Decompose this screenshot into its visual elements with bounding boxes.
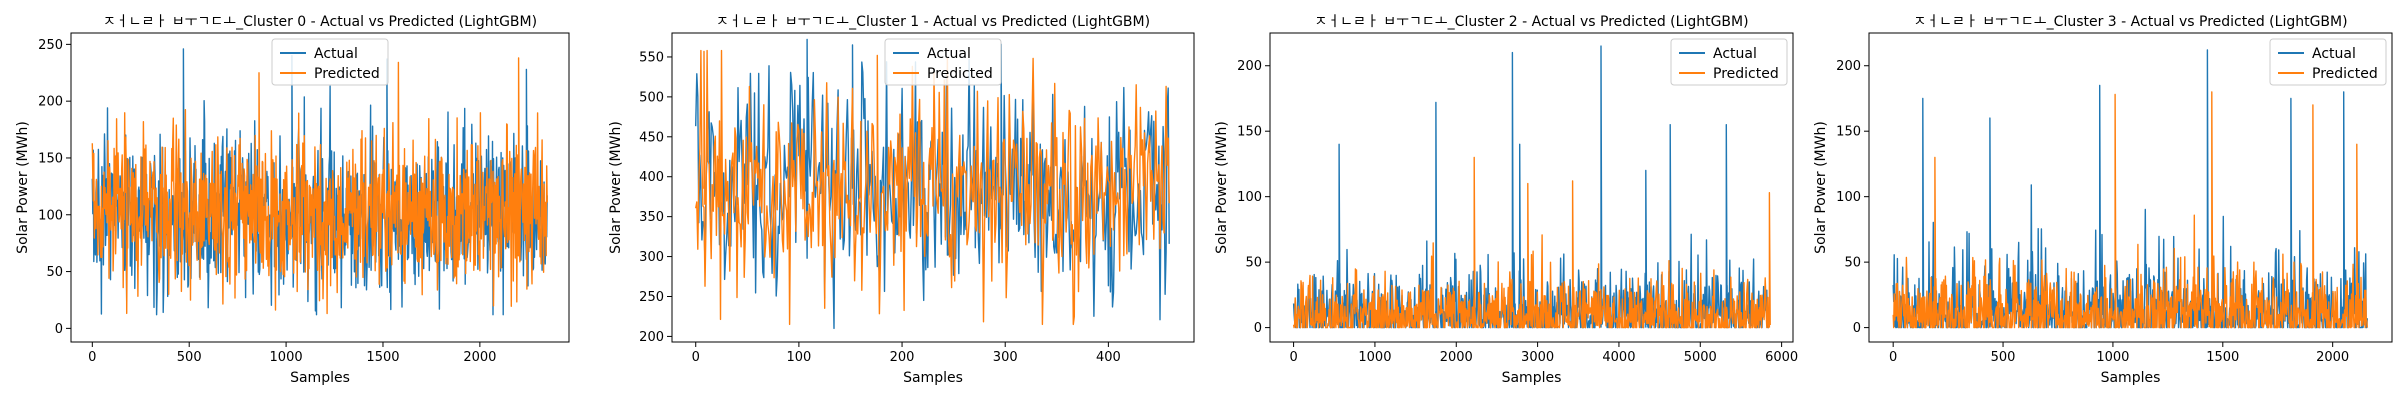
x-tick-label: 2000 (2316, 350, 2349, 365)
chart-panel-1: ㅈㅓㄴㄹㅏ ㅂㅜㄱㄷㅗ_Cluster 1 - Actual vs Predic… (608, 14, 1195, 386)
y-tick-label: 100 (1836, 190, 1861, 205)
plot-area (1892, 49, 2368, 329)
y-tick-label: 250 (639, 290, 664, 305)
y-tick-label: 100 (1237, 190, 1262, 205)
axes-frame (1868, 32, 2393, 343)
y-tick-label: 200 (38, 95, 63, 110)
y-tick-label: 250 (38, 38, 63, 53)
legend-label-actual: Actual (927, 46, 971, 62)
y-tick-label: 50 (1245, 256, 1262, 271)
series-line-predicted (1292, 156, 1771, 329)
y-axis-label: Solar Power (MWh) (1813, 121, 1829, 254)
x-tick-label: 500 (1991, 350, 2016, 365)
x-tick-label: 300 (993, 350, 1018, 365)
chart-title: ㅈㅓㄴㄹㅏ ㅂㅜㄱㄷㅗ_Cluster 0 - Actual vs Predic… (103, 14, 537, 30)
plot-area (91, 48, 548, 316)
x-tick-label: 2000 (1440, 350, 1473, 365)
y-axis-label: Solar Power (MWh) (608, 121, 624, 254)
y-tick-label: 400 (639, 170, 664, 185)
x-tick-label: 1500 (2206, 350, 2239, 365)
y-tick-label: 50 (46, 265, 63, 280)
chart-panel-0: ㅈㅓㄴㄹㅏ ㅂㅜㄱㄷㅗ_Cluster 0 - Actual vs Predic… (15, 14, 570, 386)
y-tick-label: 300 (639, 250, 664, 265)
legend-label-predicted: Predicted (314, 66, 380, 82)
legend-label-actual: Actual (314, 46, 358, 62)
x-tick-label: 0 (1889, 350, 1897, 365)
chart-title: ㅈㅓㄴㄹㅏ ㅂㅜㄱㄷㅗ_Cluster 3 - Actual vs Predic… (1913, 14, 2347, 30)
x-axis-label: Samples (2101, 370, 2161, 386)
x-tick-label: 1000 (1358, 350, 1391, 365)
y-tick-label: 50 (1844, 256, 1861, 271)
chart-panel-2: ㅈㅓㄴㄹㅏ ㅂㅜㄱㄷㅗ_Cluster 2 - Actual vs Predic… (1214, 14, 1798, 386)
x-tick-label: 2000 (463, 350, 496, 365)
x-tick-label: 1000 (2096, 350, 2129, 365)
x-tick-label: 3000 (1521, 350, 1554, 365)
x-axis-label: Samples (290, 370, 350, 386)
legend-label-predicted: Predicted (2312, 66, 2378, 82)
legend: Actual Predicted (271, 38, 389, 86)
axes-frame (671, 32, 1195, 343)
legend-label-predicted: Predicted (927, 66, 993, 82)
chart-panel-3: ㅈㅓㄴㄹㅏ ㅂㅜㄱㄷㅗ_Cluster 3 - Actual vs Predic… (1813, 14, 2393, 386)
y-tick-label: 350 (639, 210, 664, 225)
x-axis-label: Samples (903, 370, 963, 386)
y-axis-label: Solar Power (MWh) (15, 121, 31, 254)
axes-frame (70, 32, 570, 343)
x-tick-label: 400 (1096, 350, 1121, 365)
x-tick-label: 1000 (270, 350, 303, 365)
y-tick-label: 200 (1237, 59, 1262, 74)
legend-label-actual: Actual (2312, 46, 2356, 62)
x-tick-label: 6000 (1765, 350, 1798, 365)
y-tick-label: 0 (1254, 321, 1262, 336)
x-tick-label: 4000 (1602, 350, 1635, 365)
series-line-predicted (91, 57, 548, 315)
y-tick-label: 550 (639, 50, 664, 65)
legend-label-predicted: Predicted (1713, 66, 1779, 82)
x-tick-label: 500 (177, 350, 202, 365)
x-tick-label: 0 (88, 350, 96, 365)
chart-title: ㅈㅓㄴㄹㅏ ㅂㅜㄱㄷㅗ_Cluster 2 - Actual vs Predic… (1314, 14, 1748, 30)
legend: Actual Predicted (1670, 38, 1788, 86)
x-tick-label: 5000 (1684, 350, 1717, 365)
legend: Actual Predicted (2269, 38, 2387, 86)
chart-title: ㅈㅓㄴㄹㅏ ㅂㅜㄱㄷㅗ_Cluster 1 - Actual vs Predic… (716, 14, 1150, 30)
y-tick-label: 100 (38, 208, 63, 223)
series-line-predicted (695, 49, 1170, 326)
y-tick-label: 0 (55, 322, 63, 337)
y-tick-label: 200 (1836, 59, 1861, 74)
y-axis-label: Solar Power (MWh) (1214, 121, 1230, 254)
y-tick-label: 150 (1237, 125, 1262, 140)
legend: Actual Predicted (884, 38, 1002, 86)
y-tick-label: 200 (639, 330, 664, 345)
plot-area (1292, 45, 1771, 329)
x-tick-label: 100 (786, 350, 811, 365)
axes-frame (1269, 32, 1794, 343)
x-tick-label: 1500 (366, 350, 399, 365)
x-tick-label: 0 (1289, 350, 1297, 365)
y-tick-label: 150 (1836, 125, 1861, 140)
x-tick-label: 0 (692, 350, 700, 365)
y-tick-label: 500 (639, 90, 664, 105)
y-tick-label: 150 (38, 151, 63, 166)
x-tick-label: 200 (890, 350, 915, 365)
plot-area (695, 38, 1170, 330)
y-tick-label: 0 (1853, 321, 1861, 336)
legend-label-actual: Actual (1713, 46, 1757, 62)
x-axis-label: Samples (1502, 370, 1562, 386)
y-tick-label: 450 (639, 130, 664, 145)
series-line-predicted (1892, 91, 2368, 329)
